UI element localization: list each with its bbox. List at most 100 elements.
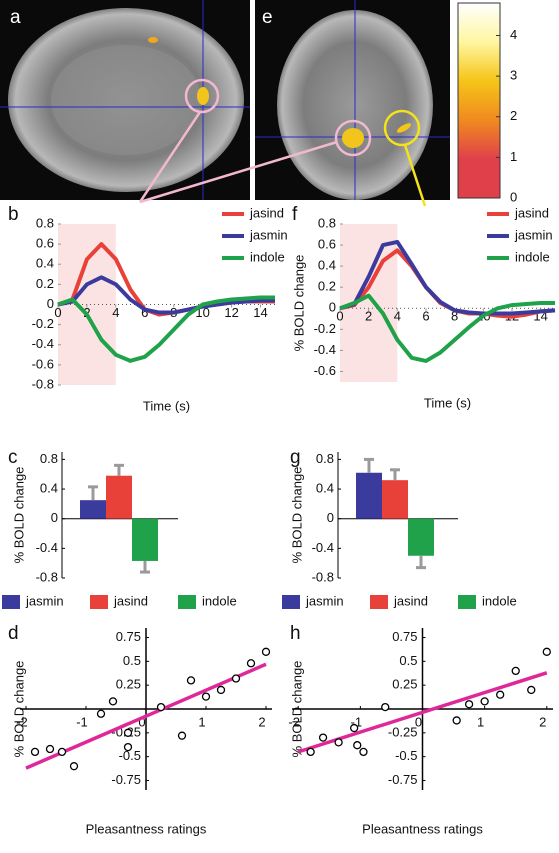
y-tick-label: 0 bbox=[47, 296, 54, 311]
y-tick-label: -0.2 bbox=[314, 321, 336, 336]
panel-letter: a bbox=[10, 7, 21, 28]
bar bbox=[106, 475, 132, 519]
connector bbox=[138, 111, 202, 203]
panel-letter: e bbox=[262, 7, 273, 28]
y-tick-label: -0.4 bbox=[36, 540, 58, 555]
data-point bbox=[57, 747, 67, 757]
y-tick-label: 0.6 bbox=[318, 237, 336, 252]
y-tick-label: -0.8 bbox=[312, 569, 334, 584]
data-point bbox=[231, 674, 241, 683]
data-point bbox=[186, 676, 196, 685]
y-tick-label: 0.4 bbox=[318, 258, 336, 273]
y-tick-label: -0.4 bbox=[312, 540, 334, 555]
data-point bbox=[108, 697, 118, 706]
data-point bbox=[123, 742, 133, 752]
data-point bbox=[306, 747, 315, 757]
legend-label: jasmin bbox=[249, 227, 288, 242]
data-point bbox=[353, 741, 362, 750]
y-tick-label: -0.4 bbox=[314, 342, 336, 357]
legend-label: indole bbox=[482, 593, 517, 608]
data-point bbox=[96, 709, 106, 718]
y-tick-label: 0.8 bbox=[40, 451, 58, 466]
data-point bbox=[216, 685, 226, 695]
roi-circle bbox=[383, 109, 421, 147]
y-tick-label: -0.75 bbox=[111, 772, 141, 787]
x-tick-label: 0 bbox=[415, 714, 422, 729]
x-tick-label: 12 bbox=[224, 305, 238, 320]
y-tick-label: 0.4 bbox=[316, 480, 334, 495]
series-line bbox=[57, 275, 275, 315]
data-point bbox=[511, 666, 520, 676]
brain-detail bbox=[51, 45, 201, 155]
colorbar-tick-label: 2 bbox=[510, 108, 517, 123]
data-point bbox=[246, 659, 256, 668]
x-tick-label: 4 bbox=[394, 309, 401, 324]
y-axis-label: % BOLD change bbox=[11, 661, 26, 758]
data-point bbox=[69, 762, 79, 771]
y-tick-label: -0.6 bbox=[314, 363, 336, 378]
roi-circle bbox=[184, 78, 220, 114]
legend-label: indole bbox=[515, 249, 550, 264]
x-tick-label: 0 bbox=[138, 714, 145, 729]
x-tick-label: -1 bbox=[76, 714, 88, 729]
x-axis-label: Pleasantness ratings bbox=[86, 821, 207, 836]
y-tick-label: -0.4 bbox=[32, 336, 54, 351]
data-point bbox=[123, 728, 133, 737]
data-point bbox=[30, 747, 40, 757]
y-tick-label: 0.5 bbox=[123, 653, 141, 668]
y-tick-label: 0.5 bbox=[399, 653, 417, 668]
legend-label: indole bbox=[250, 249, 285, 264]
y-tick-label: 0 bbox=[329, 300, 336, 315]
data-point bbox=[496, 690, 505, 699]
x-tick-label: -1 bbox=[351, 714, 363, 729]
y-tick-label: 0.2 bbox=[318, 279, 336, 294]
x-tick-label: -2 bbox=[288, 714, 300, 729]
legend-label: jasmin bbox=[514, 227, 553, 242]
y-tick-label: -0.25 bbox=[388, 724, 418, 739]
panel-letter: f bbox=[292, 204, 298, 225]
y-tick-label: 0.8 bbox=[316, 451, 334, 466]
x-axis-label: Pleasantness ratings bbox=[362, 821, 483, 836]
panel-letter: d bbox=[8, 623, 19, 644]
data-point bbox=[349, 723, 359, 733]
x-tick-label: 0 bbox=[336, 309, 343, 324]
legend-label: jasind bbox=[393, 593, 428, 608]
y-tick-label: -0.2 bbox=[32, 316, 54, 331]
colorbar-tick-label: 4 bbox=[510, 27, 517, 42]
x-tick-label: 1 bbox=[198, 714, 205, 729]
y-tick-label: -0.5 bbox=[395, 748, 417, 763]
y-tick-label: 0.75 bbox=[392, 629, 417, 644]
y-tick-label: 0.2 bbox=[36, 276, 54, 291]
x-tick-label: 6 bbox=[141, 305, 148, 320]
x-tick-label: 1 bbox=[477, 714, 484, 729]
data-point bbox=[452, 716, 461, 725]
x-tick-label: -2 bbox=[16, 714, 28, 729]
legend-label: indole bbox=[202, 593, 237, 608]
x-tick-label: 4 bbox=[112, 305, 119, 320]
activation bbox=[148, 37, 158, 43]
data-point bbox=[201, 692, 211, 701]
activation bbox=[396, 123, 412, 133]
y-tick-label: -0.5 bbox=[119, 748, 141, 763]
x-tick-label: 0 bbox=[54, 305, 61, 320]
legend-swatch bbox=[178, 595, 196, 609]
y-tick-label: -0.75 bbox=[388, 772, 418, 787]
legend-swatch bbox=[370, 595, 388, 609]
legend-swatch bbox=[90, 595, 108, 609]
y-axis-label: % BOLD change bbox=[289, 467, 304, 564]
y-axis-label: % BOLD change bbox=[291, 255, 306, 352]
data-point bbox=[464, 700, 474, 709]
bar bbox=[356, 472, 382, 519]
y-tick-label: -0.8 bbox=[36, 569, 58, 584]
y-tick-label: -0.6 bbox=[32, 356, 54, 371]
y-tick-label: 0.8 bbox=[36, 215, 54, 230]
panel-letter: h bbox=[290, 623, 301, 644]
colorbar-tick-label: 3 bbox=[510, 68, 517, 83]
series-line bbox=[339, 293, 555, 363]
data-point bbox=[156, 702, 166, 712]
data-point bbox=[359, 747, 368, 757]
connector bbox=[403, 144, 427, 207]
y-tick-label: 0.6 bbox=[36, 236, 54, 251]
y-tick-label: 0 bbox=[327, 510, 334, 525]
data-point bbox=[261, 647, 271, 656]
